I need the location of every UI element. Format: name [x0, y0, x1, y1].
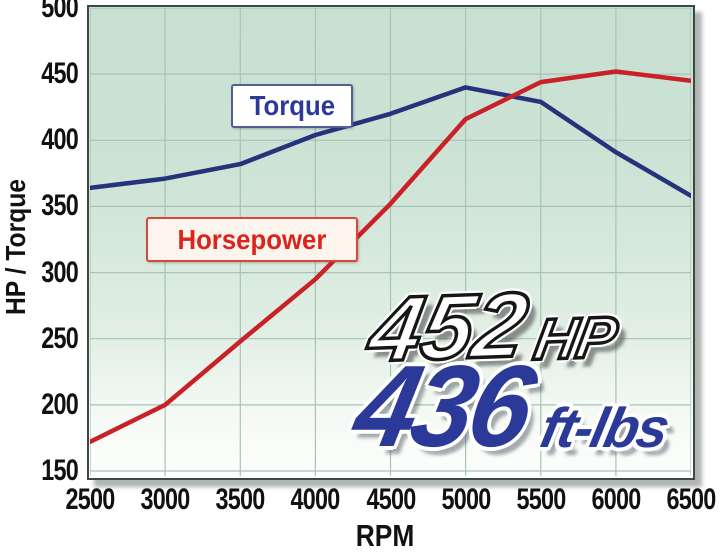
peak-torque-badge: 436 ft-lbs: [344, 341, 684, 471]
torque-series-label: Torque: [249, 90, 335, 121]
horsepower-series-label: Horsepower: [177, 223, 327, 255]
x-tick-label: 5000: [441, 483, 491, 516]
x-tick-label: 3000: [140, 483, 191, 516]
y-tick-label: 450: [41, 57, 78, 91]
x-tick-label: 4500: [366, 483, 416, 516]
torque-series-label-box: Torque: [231, 84, 353, 128]
x-tick-label: 2500: [65, 483, 116, 516]
x-tick-label: 5500: [516, 483, 566, 516]
x-tick-label: 6500: [666, 483, 717, 516]
peak-torque-unit: ft-lbs: [535, 396, 674, 459]
y-tick-label: 350: [41, 189, 78, 223]
y-tick-label: 300: [41, 255, 78, 289]
y-tick-label: 250: [41, 321, 78, 355]
horsepower-line: [90, 69, 691, 445]
x-tick-label: 4000: [290, 483, 341, 516]
torque-line: [90, 85, 691, 199]
x-axis-title: RPM: [355, 518, 415, 553]
x-tick-label: 6000: [591, 483, 641, 516]
y-axis-title: HP / Torque: [0, 179, 31, 316]
y-tick-label: 200: [41, 387, 78, 421]
y-tick-label: 400: [41, 123, 78, 157]
horsepower-series-label-box: Horsepower: [146, 217, 358, 262]
x-tick-label: 3500: [215, 483, 266, 516]
y-tick-label: 150: [41, 454, 78, 487]
y-tick-label: 500: [41, 0, 78, 24]
peak-torque-value: 436: [344, 341, 542, 471]
